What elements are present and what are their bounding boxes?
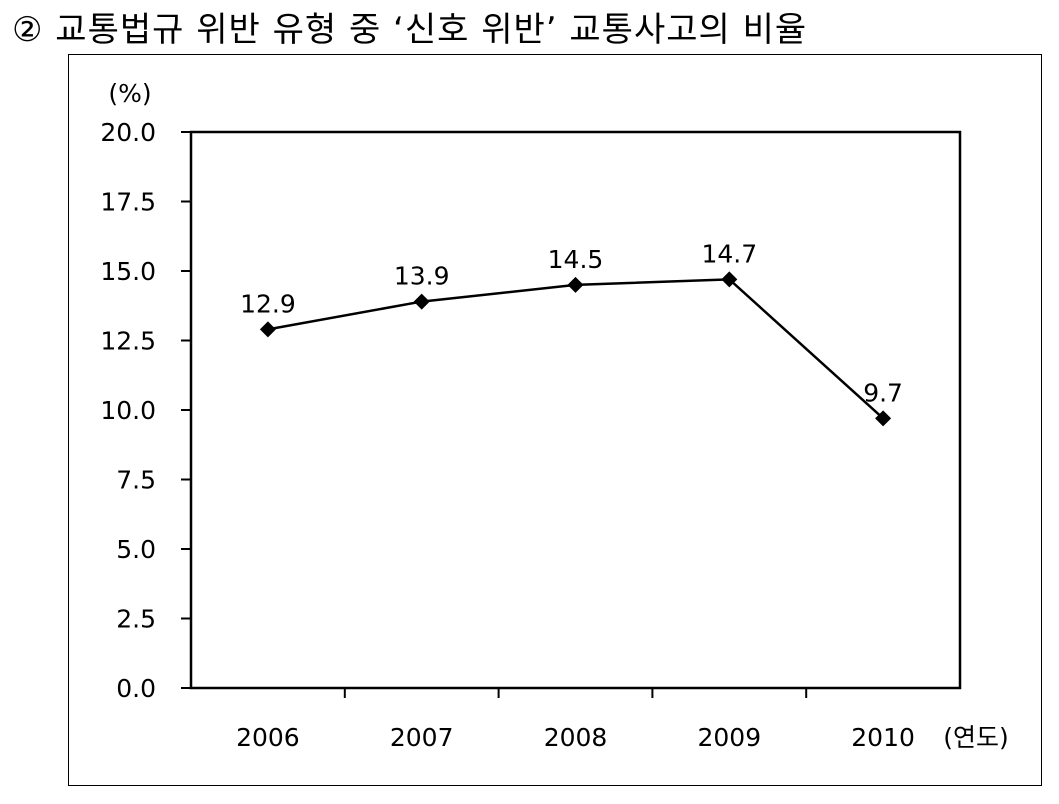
data-point-marker <box>875 410 892 427</box>
data-label: 12.9 <box>240 289 296 318</box>
chart-frame <box>68 54 1042 786</box>
data-point-marker <box>567 276 584 293</box>
y-tick-label: 10.0 <box>100 396 156 425</box>
x-tick-label: 2007 <box>390 723 454 752</box>
data-label: 14.7 <box>701 239 757 268</box>
y-tick-label: 12.5 <box>100 327 156 356</box>
x-tick-label: 2008 <box>544 723 608 752</box>
y-tick-label: 15.0 <box>100 257 156 286</box>
series-line <box>267 278 884 420</box>
data-label: 13.9 <box>394 262 450 291</box>
x-tick-label: 2006 <box>236 723 300 752</box>
data-point-marker <box>413 293 430 310</box>
data-label: 9.7 <box>863 378 903 407</box>
x-tick-label: 2009 <box>697 723 761 752</box>
data-label: 14.5 <box>548 245 604 274</box>
plot-area <box>189 130 962 690</box>
x-tick-label: 2010 <box>851 723 915 752</box>
y-tick-label: 7.5 <box>116 466 156 495</box>
x-axis-unit-label: (연도) <box>943 723 1009 752</box>
y-tick-label: 5.0 <box>116 535 156 564</box>
data-point-marker <box>259 321 276 338</box>
y-tick-label: 0.0 <box>116 674 156 703</box>
y-tick-label: 20.0 <box>100 118 156 147</box>
y-tick-label: 17.5 <box>100 188 156 217</box>
chart-title: ② 교통법규 위반 유형 중 ‘신호 위반’ 교통사고의 비율 <box>12 10 808 50</box>
y-axis-unit-label: (%) <box>108 79 151 108</box>
data-point-marker <box>721 271 738 288</box>
y-tick-label: 2.5 <box>116 605 156 634</box>
